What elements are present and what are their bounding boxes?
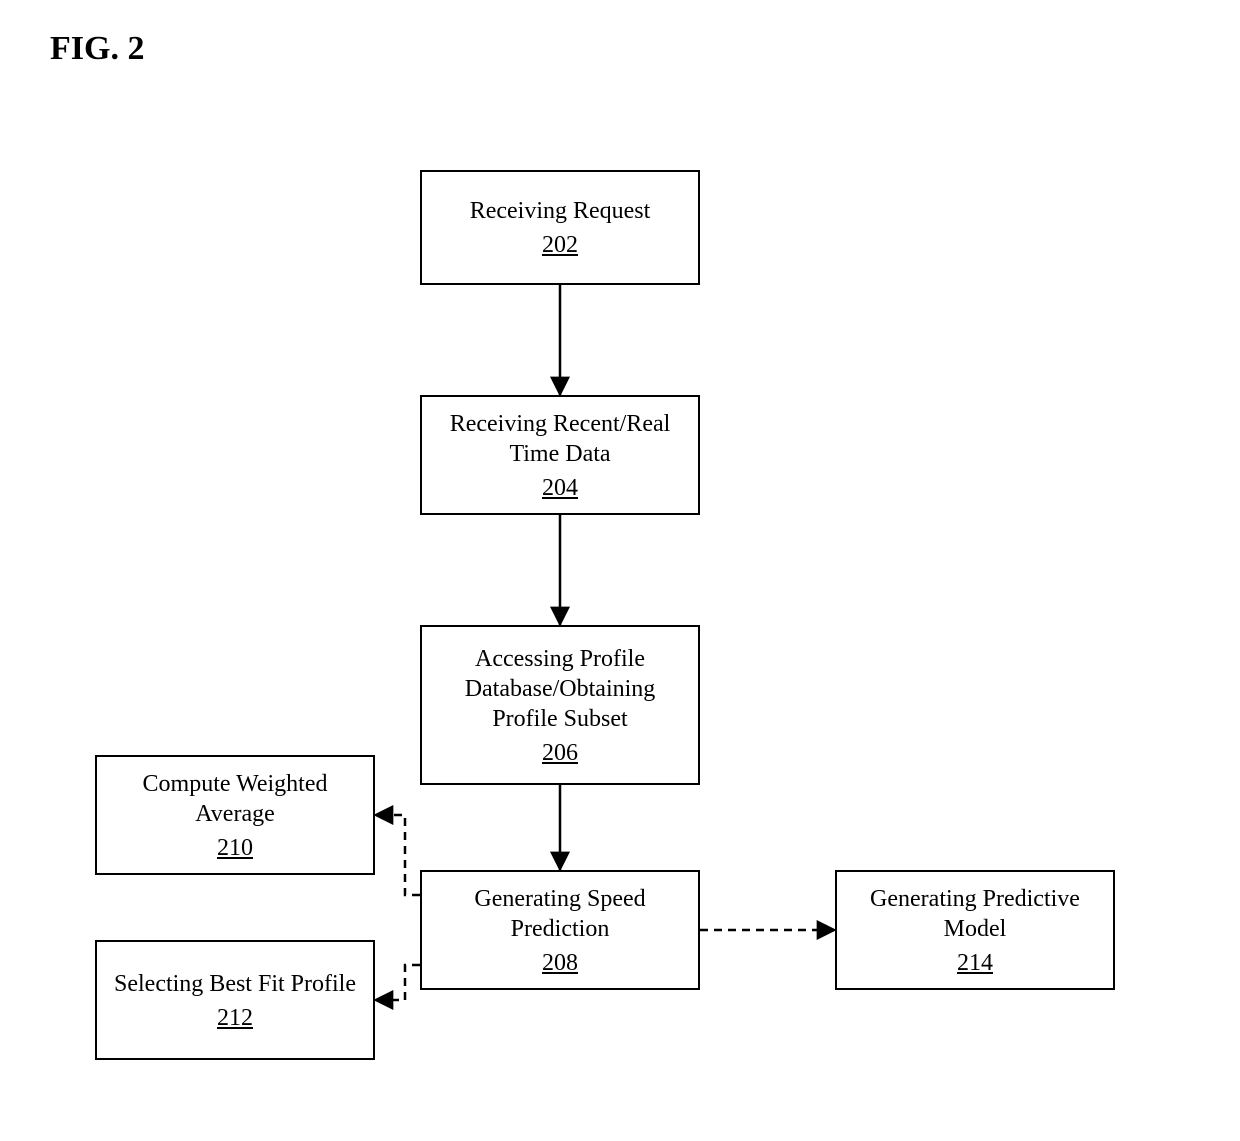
node-label: Accessing Profile Database/Obtaining Pro… <box>430 644 690 734</box>
node-reference: 206 <box>542 740 578 767</box>
flow-node-206: Accessing Profile Database/Obtaining Pro… <box>420 625 700 785</box>
node-label: Generating Predictive Model <box>845 884 1105 944</box>
node-label: Generating Speed Prediction <box>430 884 690 944</box>
node-reference: 208 <box>542 950 578 977</box>
edge-n208-n210 <box>375 815 420 895</box>
node-label: Receiving Request <box>470 196 651 226</box>
node-label: Compute Weighted Average <box>105 769 365 829</box>
node-label: Receiving Recent/Real Time Data <box>430 409 690 469</box>
flow-node-210: Compute Weighted Average 210 <box>95 755 375 875</box>
flow-node-202: Receiving Request 202 <box>420 170 700 285</box>
node-reference: 212 <box>217 1005 253 1032</box>
figure-title: FIG. 2 <box>50 30 144 68</box>
flow-node-214: Generating Predictive Model 214 <box>835 870 1115 990</box>
node-reference: 210 <box>217 835 253 862</box>
node-label: Selecting Best Fit Profile <box>114 969 356 999</box>
flow-node-212: Selecting Best Fit Profile 212 <box>95 940 375 1060</box>
node-reference: 202 <box>542 232 578 259</box>
node-reference: 204 <box>542 475 578 502</box>
edge-n208-n212 <box>375 965 420 1000</box>
flow-node-204: Receiving Recent/Real Time Data 204 <box>420 395 700 515</box>
flow-node-208: Generating Speed Prediction 208 <box>420 870 700 990</box>
node-reference: 214 <box>957 950 993 977</box>
